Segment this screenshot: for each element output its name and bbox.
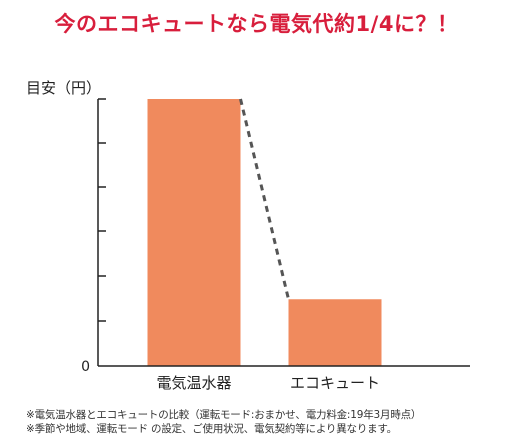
bar-2 xyxy=(288,299,382,366)
footnote-2: ※季節や地域、運転モード の設定、ご使用状況、電気契約等により異なります。 xyxy=(26,423,397,435)
bar-chart: 目安（円） 電気温水器 エコキュート 0 xyxy=(26,79,470,392)
bar-1 xyxy=(147,99,241,366)
connector-dashed-line xyxy=(239,98,290,300)
footnote-1: ※電気温水器とエコキュートの比較（運転モード:おまかせ、電力料金:19年3月時点… xyxy=(26,409,422,421)
y-tick-label-1: 0 xyxy=(81,359,90,375)
x-tick-label-1: 電気温水器 xyxy=(156,374,231,392)
y-axis-label: 目安（円） xyxy=(26,79,101,97)
chart-title: 今のエコキュートなら電気代約1/4に？！ xyxy=(54,12,459,36)
x-tick-label-2: エコキュート xyxy=(290,374,380,392)
